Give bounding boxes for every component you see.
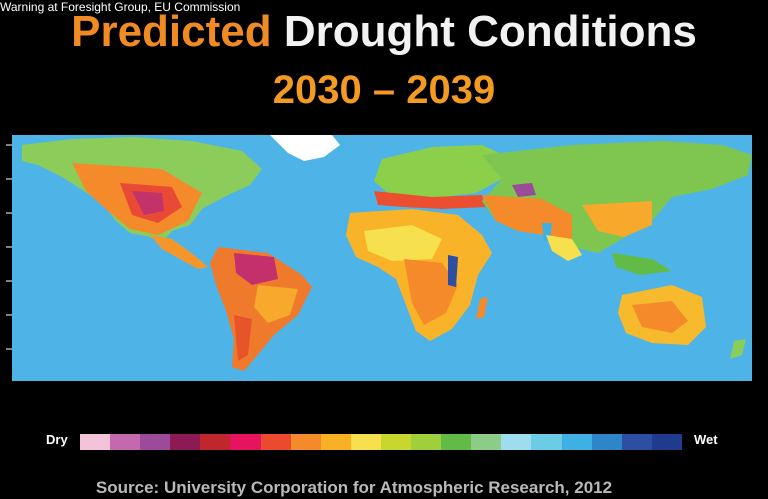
- legend-swatch-1: [110, 434, 141, 450]
- legend-color-bar: [80, 434, 682, 450]
- legend-swatch-2: [140, 434, 171, 450]
- world-map-graphic: [12, 135, 752, 381]
- legend-swatch-10: [380, 434, 412, 450]
- legend-swatch-16: [561, 434, 592, 450]
- legend-swatch-12: [441, 434, 472, 450]
- legend-swatch-3: [170, 434, 201, 450]
- legend-swatch-8: [320, 434, 351, 450]
- legend-swatch-0: [80, 434, 111, 450]
- europe: [374, 145, 512, 201]
- madagascar: [476, 297, 488, 319]
- lake-region-wet: [448, 255, 458, 287]
- page-title: Predicted Drought Conditions: [0, 6, 768, 58]
- legend-swatch-9: [350, 434, 381, 450]
- source-credit: Source: University Corporation for Atmos…: [95, 478, 613, 497]
- legend-swatch-14: [501, 434, 532, 450]
- title-word-drought-conditions: Drought Conditions: [283, 7, 697, 56]
- video-caption: Warning at Foresight Group, EU Commissio…: [0, 0, 241, 14]
- legend-swatch-5: [230, 434, 261, 450]
- legend-wet-label: Wet: [694, 432, 718, 447]
- southeast-asia: [612, 253, 672, 275]
- antarctic-edge: [12, 375, 752, 381]
- legend-dry-label: Dry: [46, 432, 68, 447]
- new-zealand: [730, 339, 746, 359]
- period-label: 2030 – 2039: [272, 68, 496, 112]
- asia: [482, 141, 752, 253]
- legend-swatch-6: [260, 434, 291, 450]
- latitude-ticks: [6, 144, 12, 350]
- legend-swatch-15: [531, 434, 562, 450]
- drought-map: [12, 135, 752, 381]
- legend-swatch-11: [411, 434, 442, 450]
- legend-swatch-17: [591, 434, 622, 450]
- legend-swatch-18: [621, 434, 652, 450]
- legend-swatch-4: [200, 434, 231, 450]
- legend-swatch-7: [290, 434, 321, 450]
- title-word-predicted: Predicted: [71, 7, 272, 56]
- legend-swatch-13: [471, 434, 502, 450]
- legend-swatch-19: [651, 434, 682, 450]
- central-america: [150, 235, 208, 269]
- greenland: [270, 135, 340, 161]
